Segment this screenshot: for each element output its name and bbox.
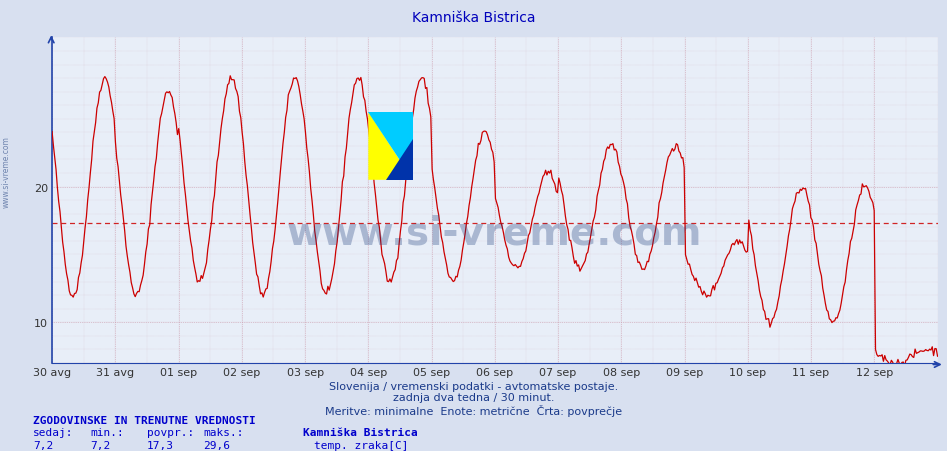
Text: Kamniška Bistrica: Kamniška Bistrica xyxy=(412,11,535,25)
Text: maks.:: maks.: xyxy=(204,428,244,437)
Text: 29,6: 29,6 xyxy=(204,440,231,450)
Polygon shape xyxy=(368,113,413,180)
Text: www.si-vreme.com: www.si-vreme.com xyxy=(287,214,703,252)
Text: sedaj:: sedaj: xyxy=(33,428,74,437)
Polygon shape xyxy=(368,113,413,180)
Text: ZGODOVINSKE IN TRENUTNE VREDNOSTI: ZGODOVINSKE IN TRENUTNE VREDNOSTI xyxy=(33,415,256,425)
Text: Kamniška Bistrica: Kamniška Bistrica xyxy=(303,428,418,437)
Text: zadnja dva tedna / 30 minut.: zadnja dva tedna / 30 minut. xyxy=(393,392,554,402)
Text: www.si-vreme.com: www.si-vreme.com xyxy=(1,135,10,207)
Text: Slovenija / vremenski podatki - avtomatske postaje.: Slovenija / vremenski podatki - avtomats… xyxy=(329,381,618,391)
Text: temp. zraka[C]: temp. zraka[C] xyxy=(314,440,409,450)
Polygon shape xyxy=(386,140,413,180)
Text: 7,2: 7,2 xyxy=(90,440,110,450)
Text: Meritve: minimalne  Enote: metrične  Črta: povprečje: Meritve: minimalne Enote: metrične Črta:… xyxy=(325,404,622,416)
Text: povpr.:: povpr.: xyxy=(147,428,194,437)
Text: min.:: min.: xyxy=(90,428,124,437)
Text: 17,3: 17,3 xyxy=(147,440,174,450)
Text: 7,2: 7,2 xyxy=(33,440,53,450)
